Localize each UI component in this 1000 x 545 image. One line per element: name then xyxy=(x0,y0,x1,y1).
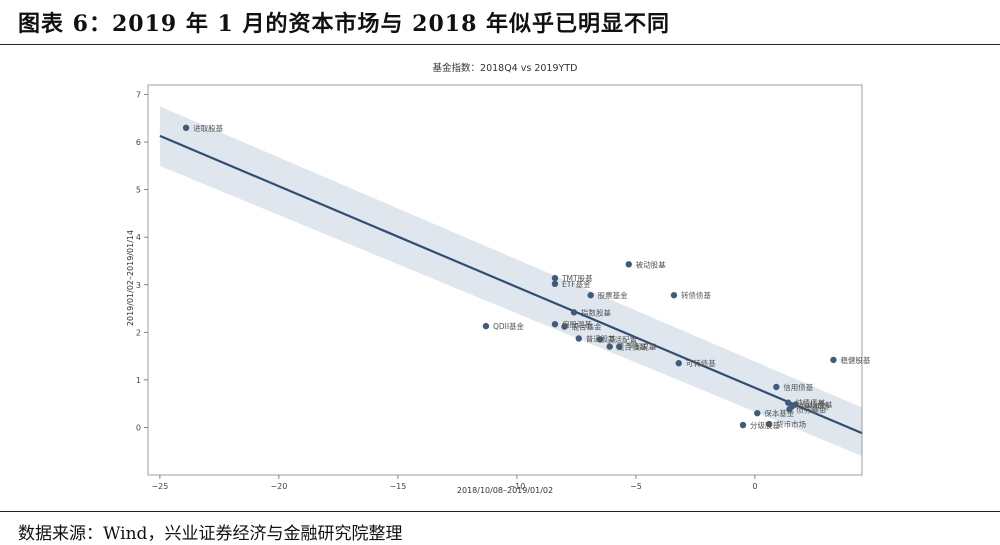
data-point xyxy=(551,274,559,282)
source-divider xyxy=(0,511,1000,512)
x-tick-label: 0 xyxy=(752,482,757,491)
data-point xyxy=(587,292,594,299)
point-label: 进取股基 xyxy=(193,123,223,133)
point-label: 分级股基 xyxy=(750,420,780,430)
data-point xyxy=(616,343,623,350)
point-label: 货币市场 xyxy=(776,419,806,429)
regression-line-layer xyxy=(159,134,863,435)
y-tick-label: 6 xyxy=(136,138,141,147)
x-axis-label: 2018/10/08–2019/01/02 xyxy=(457,486,553,495)
data-point xyxy=(606,343,613,350)
y-tick-label: 4 xyxy=(136,233,141,242)
x-tick-label: −25 xyxy=(151,482,168,491)
source-note: 数据来源：Wind，兴业证券经济与金融研究院整理 xyxy=(18,524,403,544)
axes: −25 −20 −15 −10 −5 0 0 1 2 3 4 5 6 7 xyxy=(136,84,863,491)
data-point xyxy=(739,421,747,429)
point-label: 普通股基 xyxy=(586,334,616,344)
y-tick-label: 3 xyxy=(136,281,141,290)
point-label: 可转债基 xyxy=(686,358,716,368)
y-tick-label: 5 xyxy=(136,186,141,195)
y-tick-label: 7 xyxy=(136,91,141,100)
data-point xyxy=(182,124,190,132)
point-label: 稳健股基 xyxy=(840,355,870,365)
data-point xyxy=(773,383,780,391)
regression-line xyxy=(159,134,863,435)
point-label: 平衡混基 xyxy=(626,342,656,352)
data-point xyxy=(570,309,578,316)
data-point xyxy=(830,356,837,364)
data-point xyxy=(597,336,604,343)
y-tick-label: 2 xyxy=(136,328,141,337)
x-tick-label: −10 xyxy=(508,482,525,491)
point-label: 偏股混基 xyxy=(562,319,592,329)
x-tick-label: −15 xyxy=(389,482,406,491)
data-point xyxy=(575,335,582,342)
point-label: 被动股基 xyxy=(636,259,666,269)
point-label: 转债债基 xyxy=(681,290,711,300)
point-label: 信用债基 xyxy=(783,382,813,392)
point-label: 中长期债 xyxy=(799,402,829,412)
point-label: 短债债基 xyxy=(802,400,832,410)
data-points xyxy=(182,124,837,429)
x-tick-label: −20 xyxy=(270,482,287,491)
data-point xyxy=(551,280,559,288)
point-label: 纯债债基 xyxy=(795,398,825,408)
data-point xyxy=(786,406,793,413)
plot-frame xyxy=(147,84,863,476)
data-point xyxy=(551,321,559,328)
point-label: 股票基金 xyxy=(598,290,628,300)
point-label: QDII基金 xyxy=(493,321,525,331)
confidence-band xyxy=(159,106,862,456)
x-tick-label: −5 xyxy=(630,482,642,491)
title-divider xyxy=(0,44,1000,45)
chart-title: 基金指数：2018Q4 vs 2019YTD xyxy=(433,62,578,74)
scatter-chart: 基金指数：2018Q4 vs 2019YTD −25 −20 −15 −10 −5 0 0 1… xyxy=(0,52,1000,507)
point-label: 指数股基 xyxy=(581,307,611,317)
point-label: TMT股基 xyxy=(561,273,593,283)
figure-title: 图表 6：2019 年 1 月的资本市场与 2018 年似乎已明显不同 xyxy=(18,11,671,37)
data-point xyxy=(675,360,682,367)
confidence-band-layer xyxy=(159,106,862,456)
point-label: ETF基金 xyxy=(562,279,591,289)
data-point xyxy=(754,409,761,417)
point-label: 混合基金 xyxy=(572,322,602,332)
point-label: 灵活配置 xyxy=(607,334,637,344)
point-label: 混合债基 xyxy=(617,342,647,352)
point-label: 保本基金 xyxy=(764,408,794,418)
point-label: 债券基金 xyxy=(796,404,826,414)
y-tick-label: 0 xyxy=(136,423,141,432)
data-point xyxy=(482,322,490,330)
data-point xyxy=(625,261,632,268)
y-tick-label: 1 xyxy=(136,376,141,385)
y-axis-label: 2019/01/02–2019/01/14 xyxy=(126,230,135,326)
data-point xyxy=(561,323,568,330)
data-point xyxy=(670,292,678,299)
data-point xyxy=(765,420,773,428)
